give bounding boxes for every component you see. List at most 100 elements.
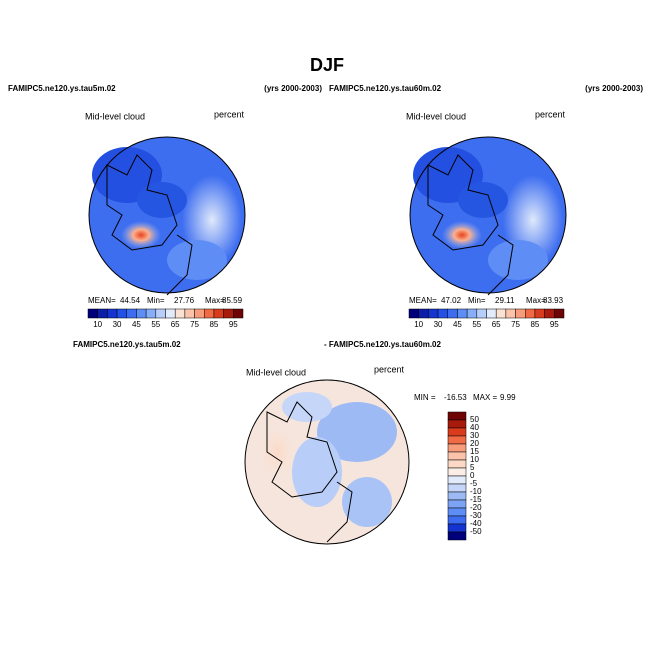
stat: MEAN= bbox=[88, 296, 116, 305]
stat: 27.76 bbox=[174, 296, 195, 305]
stat: Min= bbox=[147, 296, 165, 305]
colorbar-label: 30 bbox=[434, 320, 443, 329]
map bbox=[409, 136, 567, 296]
units: percent bbox=[214, 109, 245, 119]
colorbar-label: 65 bbox=[492, 320, 501, 329]
colorbar-label: 0 bbox=[470, 471, 475, 480]
stat: Max= bbox=[526, 296, 546, 305]
colorbar-box bbox=[447, 459, 467, 469]
colorbar-box bbox=[107, 308, 118, 319]
colorbar-label: 45 bbox=[132, 320, 141, 329]
colorbar-label: 10 bbox=[93, 320, 102, 329]
colorbar-label: 95 bbox=[229, 320, 238, 329]
colorbar-label: -40 bbox=[470, 519, 482, 528]
colorbar-box bbox=[447, 475, 467, 485]
colorbar-box bbox=[554, 308, 565, 319]
colorbar-label: 55 bbox=[472, 320, 481, 329]
colorbar-label: 85 bbox=[530, 320, 539, 329]
case-name: FAMIPC5.ne120.ys.tau5m.02 bbox=[8, 84, 116, 93]
colorbar-box bbox=[447, 443, 467, 453]
stat: 29.11 bbox=[495, 296, 515, 305]
colorbar-box bbox=[145, 308, 157, 319]
colorbar-box bbox=[447, 523, 467, 533]
colorbar-box bbox=[418, 308, 429, 319]
years: (yrs 2000-2003) bbox=[264, 84, 322, 93]
stat: MEAN= bbox=[409, 296, 437, 305]
colorbar-box bbox=[515, 308, 526, 319]
colorbar-box bbox=[447, 467, 467, 477]
colorbar-box bbox=[447, 427, 467, 437]
variable: Mid-level cloud bbox=[406, 111, 466, 121]
colorbar-label: 10 bbox=[414, 320, 423, 329]
units: percent bbox=[535, 109, 566, 119]
colorbar-label: 75 bbox=[511, 320, 520, 329]
colorbar-box bbox=[447, 531, 467, 541]
colorbar-label: 65 bbox=[171, 320, 180, 329]
stat: MAX = bbox=[473, 393, 498, 402]
colorbar-box bbox=[136, 308, 147, 319]
colorbar-label: -50 bbox=[470, 527, 482, 536]
colorbar-box bbox=[97, 308, 108, 319]
colorbar-label: 50 bbox=[470, 415, 479, 424]
colorbar-label: 30 bbox=[470, 431, 479, 440]
map bbox=[88, 136, 246, 296]
variable: Mid-level cloud bbox=[246, 367, 306, 377]
colorbar-box bbox=[213, 308, 224, 319]
colorbar-box bbox=[447, 308, 458, 319]
colorbar-box bbox=[525, 308, 536, 319]
colorbar-label: 55 bbox=[151, 320, 160, 329]
colorbar-box bbox=[204, 308, 215, 319]
stat: 83.93 bbox=[543, 296, 564, 305]
colorbar-box bbox=[505, 308, 516, 319]
variable: Mid-level cloud bbox=[85, 111, 145, 121]
colorbar-box bbox=[155, 308, 166, 319]
colorbar-box bbox=[408, 308, 419, 319]
colorbar-box bbox=[233, 308, 244, 319]
colorbar-label: -5 bbox=[470, 479, 478, 488]
figure-title: DJF bbox=[310, 55, 344, 75]
colorbar-box bbox=[447, 451, 467, 461]
colorbar-box bbox=[116, 308, 127, 319]
colorbar-label: -30 bbox=[470, 511, 482, 520]
colorbar-label: -10 bbox=[470, 487, 482, 496]
colorbar-label: 45 bbox=[453, 320, 462, 329]
stat: 44.54 bbox=[120, 296, 141, 305]
colorbar-label: 30 bbox=[113, 320, 122, 329]
colorbar-label: 15 bbox=[470, 447, 479, 456]
colorbar-label: 20 bbox=[470, 439, 479, 448]
case-name: FAMIPC5.ne120.ys.tau5m.02 bbox=[73, 340, 181, 349]
colorbar-box bbox=[447, 419, 467, 429]
years: (yrs 2000-2003) bbox=[585, 84, 643, 93]
stat: -16.53 bbox=[444, 393, 467, 402]
colorbar-label: 85 bbox=[209, 320, 218, 329]
colorbar-box bbox=[495, 308, 507, 319]
colorbar-box bbox=[87, 308, 98, 319]
stat: 47.02 bbox=[441, 296, 462, 305]
map bbox=[244, 379, 410, 545]
colorbar-box bbox=[447, 435, 467, 445]
colorbar-box bbox=[447, 491, 467, 501]
colorbar-label: 75 bbox=[190, 320, 199, 329]
stat: Max= bbox=[205, 296, 225, 305]
colorbar-box bbox=[466, 308, 478, 319]
colorbar-box bbox=[486, 308, 497, 319]
colorbar-box bbox=[476, 308, 487, 319]
case-name: FAMIPC5.ne120.ys.tau60m.02 bbox=[329, 84, 442, 93]
colorbar-box bbox=[194, 308, 205, 319]
colorbar-box bbox=[544, 308, 555, 319]
colorbar-label: -20 bbox=[470, 503, 482, 512]
colorbar-box bbox=[457, 308, 468, 319]
stat: 85.59 bbox=[222, 296, 243, 305]
colorbar-box bbox=[534, 308, 545, 319]
colorbar-label: 5 bbox=[470, 463, 475, 472]
units: percent bbox=[374, 364, 405, 374]
stat: Min= bbox=[468, 296, 486, 305]
colorbar-box bbox=[428, 308, 439, 319]
colorbar-box bbox=[447, 483, 467, 493]
colorbar-box bbox=[223, 308, 234, 319]
colorbar-box bbox=[447, 507, 467, 517]
colorbar-box bbox=[165, 308, 176, 319]
colorbar-box bbox=[447, 411, 467, 421]
colorbar-box bbox=[447, 515, 467, 525]
